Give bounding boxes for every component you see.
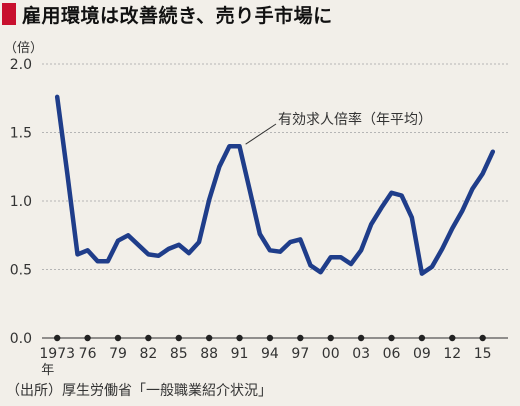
x-unit-label: 年 bbox=[41, 363, 54, 378]
x-tick-label: 06 bbox=[383, 346, 401, 362]
series-line bbox=[54, 94, 496, 276]
x-tick-dot bbox=[449, 334, 456, 342]
annotation-group: 有効求人倍率（年平均） bbox=[245, 111, 432, 145]
y-tick-label: 1.5 bbox=[10, 126, 32, 142]
x-tick-label: 97 bbox=[291, 346, 309, 362]
x-tick-label: 94 bbox=[261, 346, 279, 362]
x-axis: 1973 76 79 82 85 88 91 94 97 00 03 06 09 12 15 bbox=[39, 334, 492, 362]
x-tick-label: 82 bbox=[139, 346, 157, 362]
x-tick-dot bbox=[236, 334, 243, 342]
source-note: （出所）厚生労働省「一般職業紹介状況」 bbox=[6, 383, 272, 399]
x-tick-dot bbox=[145, 334, 152, 342]
annotation-leader bbox=[245, 123, 277, 145]
series-annotation: 有効求人倍率（年平均） bbox=[278, 111, 432, 128]
x-tick-label: 88 bbox=[200, 346, 218, 362]
x-tick-label: 1973 bbox=[39, 346, 75, 362]
x-tick-dot bbox=[266, 334, 274, 342]
y-axis: 2.0 1.5 1.0 0.5 0.0 bbox=[10, 57, 32, 347]
y-tick-label: 0.5 bbox=[10, 263, 32, 279]
x-tick-label: 12 bbox=[443, 346, 461, 362]
y-tick-label: 2.0 bbox=[10, 57, 32, 73]
y-tick-label: 0.0 bbox=[10, 331, 32, 347]
x-tick-label: 91 bbox=[231, 346, 249, 362]
x-tick-dot bbox=[53, 334, 61, 342]
x-tick-label: 09 bbox=[413, 346, 431, 362]
grid-lines bbox=[42, 63, 508, 339]
x-tick-dot bbox=[357, 334, 365, 342]
series-group bbox=[54, 94, 496, 276]
x-tick-dot bbox=[297, 334, 304, 342]
x-tick-dot bbox=[327, 334, 334, 342]
x-tick-dot bbox=[418, 334, 426, 342]
y-tick-label: 1.0 bbox=[10, 194, 32, 210]
x-tick-dot bbox=[114, 334, 122, 342]
x-tick-label: 03 bbox=[352, 346, 370, 362]
x-tick-label: 00 bbox=[322, 346, 340, 362]
title-bar: 雇用環境は改善続き、売り手市場に bbox=[0, 0, 520, 28]
x-tick-dot bbox=[388, 334, 395, 342]
title-marker bbox=[2, 3, 16, 25]
x-tick-label: 76 bbox=[79, 346, 97, 362]
x-tick-label: 15 bbox=[474, 346, 492, 362]
chart-title: 雇用環境は改善続き、売り手市場に bbox=[22, 4, 333, 27]
x-tick-label: 85 bbox=[170, 346, 188, 362]
x-tick-label: 79 bbox=[109, 346, 127, 362]
x-tick-dot bbox=[205, 334, 213, 342]
x-tick-dot bbox=[479, 334, 486, 342]
x-tick-dot bbox=[175, 334, 182, 342]
x-tick-dot bbox=[84, 334, 91, 342]
y-unit-label: （倍） bbox=[4, 41, 43, 56]
